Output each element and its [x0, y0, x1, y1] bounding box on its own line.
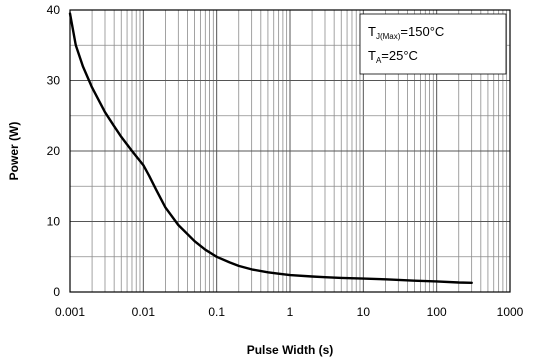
- y-tick-labels: 0 10 20 30 40: [47, 3, 61, 299]
- x-tick-label: 0.001: [55, 305, 85, 319]
- plot-frame: [69, 9, 511, 293]
- y-tick-label: 10: [47, 215, 61, 229]
- x-tick-label: 0.01: [132, 305, 156, 319]
- x-tick-label: 1000: [497, 305, 524, 319]
- y-tick-label: 30: [47, 74, 61, 88]
- x-tick-label: 1: [287, 305, 294, 319]
- y-axis-title: Power (W): [7, 122, 21, 181]
- x-axis-title: Pulse Width (s): [247, 343, 334, 357]
- y-tick-label: 40: [47, 3, 61, 17]
- x-tick-labels: 0.001 0.01 0.1 1 10 100 1000: [55, 305, 524, 319]
- legend-ta: TA=25°C: [368, 48, 418, 65]
- legend-tj-max: TJ(Max)=150°C: [368, 24, 444, 41]
- y-tick-label: 20: [47, 144, 61, 158]
- power-curve: [68, 12, 473, 284]
- x-tick-label: 10: [357, 305, 371, 319]
- series-layer: [68, 12, 473, 284]
- x-tick-label: 100: [427, 305, 447, 319]
- legend-background: [359, 13, 507, 75]
- x-tick-label: 0.1: [208, 305, 225, 319]
- legend-box: TJ(Max)=150°C TA=25°C: [359, 13, 507, 75]
- y-tick-label: 0: [53, 285, 60, 299]
- grid-layer: [69, 9, 510, 293]
